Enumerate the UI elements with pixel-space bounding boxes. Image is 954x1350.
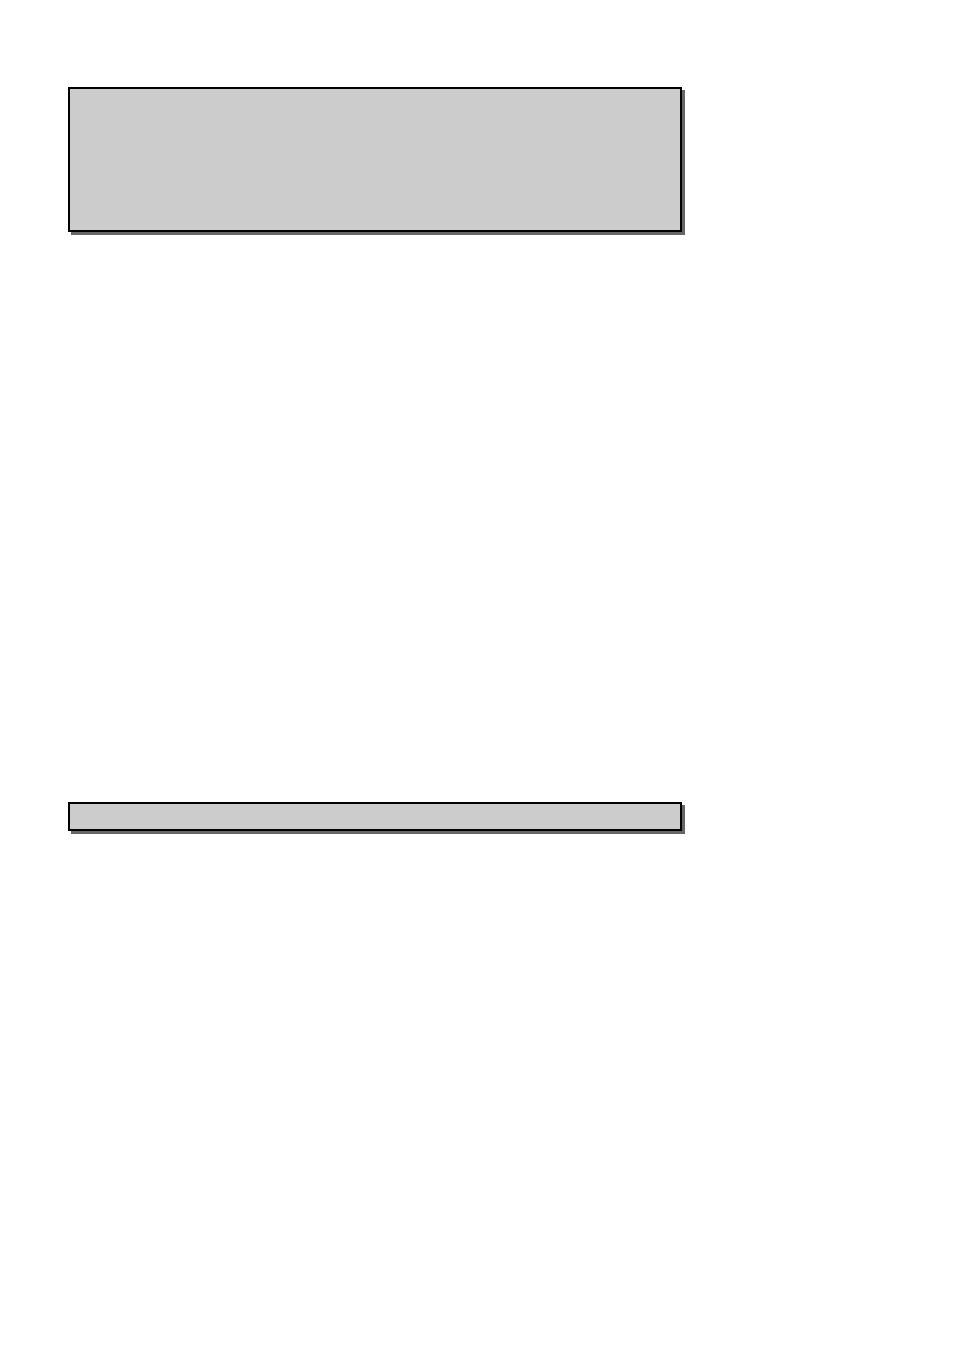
top-box <box>68 87 682 232</box>
thin-box <box>68 802 682 831</box>
